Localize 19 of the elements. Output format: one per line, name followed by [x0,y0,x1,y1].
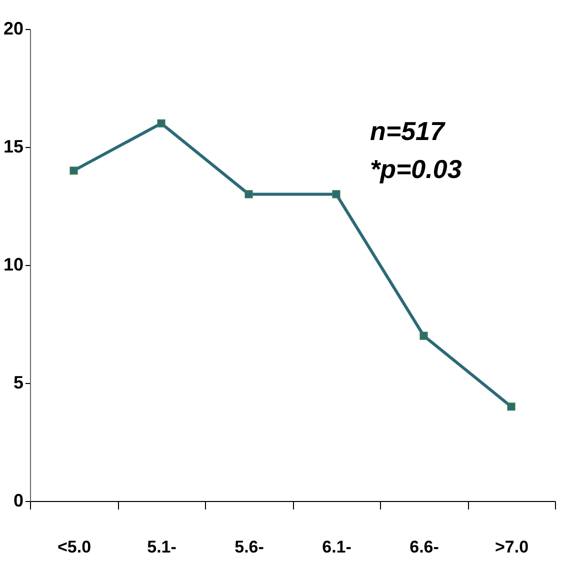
x-tick-label: 5.6- [234,538,264,556]
point [507,402,516,411]
y-tick-label: 5 [13,372,24,392]
point [244,190,253,198]
annotation: n=517 [370,116,446,146]
point [70,166,78,175]
y-tick-label: 15 [3,136,24,156]
x-tick-label: <5.0 [57,538,92,556]
point [420,332,428,340]
x-tick-label: 5.1- [147,538,176,556]
annotation: *p=0.03 [370,154,462,184]
point [157,119,166,128]
x-tick-label: >7.0 [494,538,529,556]
point [332,190,340,198]
x-tick-label: 6.6- [410,538,439,556]
x-tick-label: 6.1- [322,538,352,556]
y-tick-label: 10 [3,254,24,274]
y-tick-label: 0 [13,490,24,510]
y-tick-label: 20 [3,18,24,38]
